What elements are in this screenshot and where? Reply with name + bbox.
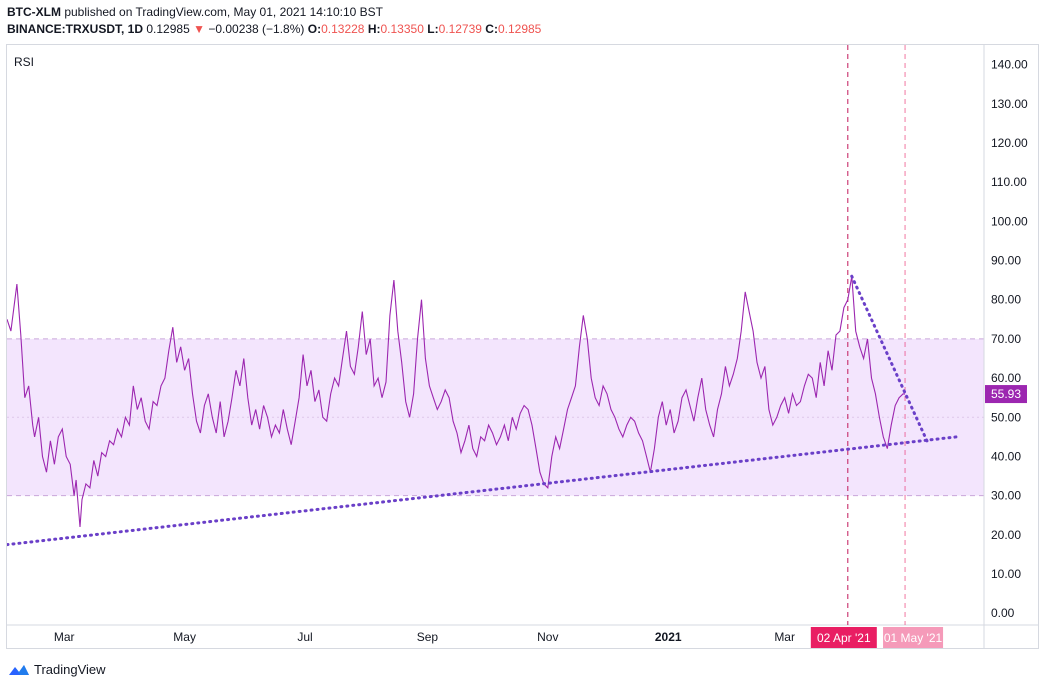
y-tick-label: 80.00 [991, 293, 1021, 307]
y-tick-label: 40.00 [991, 449, 1021, 463]
y-tick-label: 130.00 [991, 97, 1028, 111]
close-value: 0.12985 [497, 22, 542, 36]
crosshair-date-label-apr: 02 Apr '21 [817, 631, 871, 645]
footer-brand[interactable]: TradingView [34, 662, 106, 677]
y-tick-label: 30.00 [991, 489, 1021, 503]
y-tick-label: 10.00 [991, 567, 1021, 581]
open-label: O: [307, 22, 322, 36]
y-tick-label: 140.00 [991, 58, 1028, 72]
x-tick-label: Mar [54, 630, 75, 644]
indicator-label: RSI [14, 55, 34, 69]
low-value: 0.12739 [438, 22, 482, 36]
x-tick-label: May [173, 630, 196, 644]
open-value: 0.13228 [321, 22, 365, 36]
trendline-resistance [850, 274, 931, 447]
price-change: −0.00238 (−1.8%) [208, 22, 305, 36]
y-tick-label: 70.00 [991, 332, 1021, 346]
last-value-label: 55.93 [991, 387, 1021, 401]
y-tick-label: 110.00 [991, 175, 1027, 189]
low-label: L: [427, 22, 439, 36]
chart-frame[interactable] [6, 44, 1039, 649]
ohlc-line: BINANCE:TRXUSDT, 1D 0.12985 ▼ −0.00238 (… [7, 21, 541, 38]
y-tick-label: 20.00 [991, 528, 1021, 542]
y-tick-label: 120.00 [991, 136, 1028, 150]
publish-line: BTC-XLM published on TradingView.com, Ma… [7, 4, 541, 21]
high-value: 0.13350 [380, 22, 424, 36]
y-tick-label: 90.00 [991, 254, 1021, 268]
tradingview-logo-icon[interactable] [8, 663, 30, 677]
high-label: H: [367, 22, 381, 36]
y-tick-label: 0.00 [991, 606, 1015, 620]
x-tick-label: Sep [417, 630, 439, 644]
crosshair-date-badge-apr [810, 627, 877, 648]
x-tick-label: Mar [774, 630, 795, 644]
rsi-series-line [7, 276, 906, 528]
y-tick-label: 50.00 [991, 410, 1021, 424]
down-arrow-icon: ▼ [193, 22, 205, 36]
y-tick-label: 60.00 [991, 371, 1021, 385]
x-tick-label: Jul [297, 630, 312, 644]
crosshair-date-badge-may [883, 627, 944, 648]
crosshair-date-label-may: 01 May '21 [884, 631, 943, 645]
symbol-label: BINANCE:TRXUSDT, 1D [7, 22, 144, 36]
x-tick-label: Nov [537, 630, 558, 644]
publish-info: published on TradingView.com, May 01, 20… [61, 5, 383, 19]
x-tick-label: 2021 [655, 630, 682, 644]
y-tick-label: 100.00 [991, 214, 1028, 228]
author-name[interactable]: BTC-XLM [7, 5, 61, 19]
last-price: 0.12985 [146, 22, 190, 36]
close-label: C: [485, 22, 498, 36]
footer: TradingView [8, 662, 106, 677]
chart-header: BTC-XLM published on TradingView.com, Ma… [7, 4, 541, 38]
last-value-badge [985, 385, 1027, 404]
